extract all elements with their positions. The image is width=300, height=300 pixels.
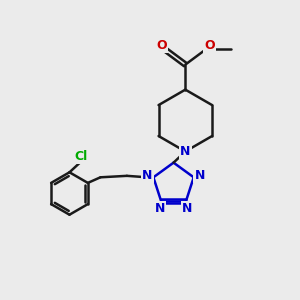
Text: N: N	[182, 202, 193, 215]
Text: N: N	[180, 145, 190, 158]
Text: O: O	[156, 39, 166, 52]
Text: N: N	[194, 169, 205, 182]
Text: Cl: Cl	[75, 150, 88, 163]
Text: O: O	[205, 39, 215, 52]
Text: N: N	[142, 169, 153, 182]
Text: N: N	[154, 202, 165, 215]
